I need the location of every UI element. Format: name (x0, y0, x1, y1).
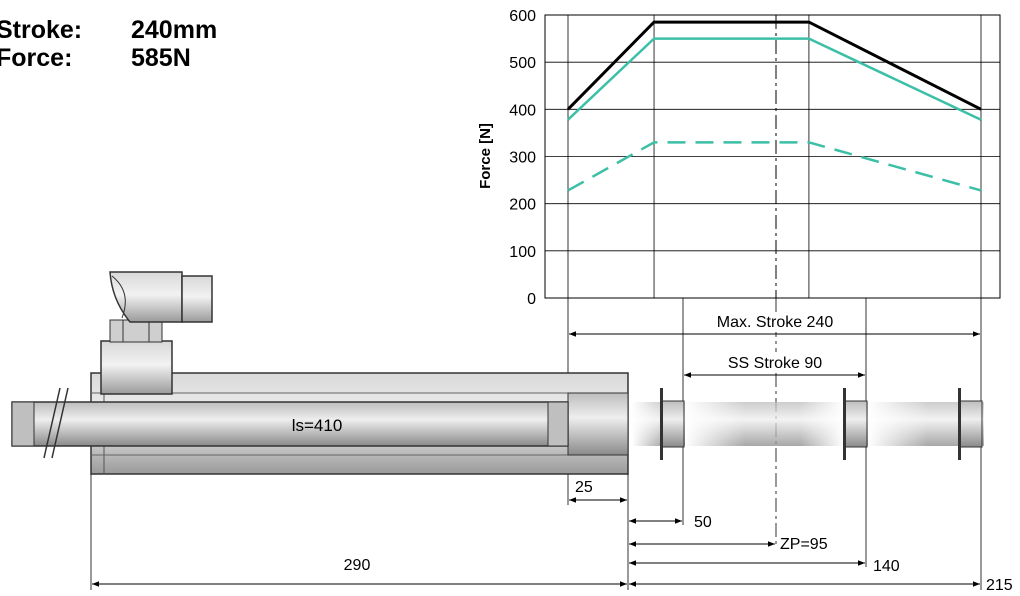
dim-290-label: 290 (344, 557, 371, 574)
series-line-3 (567, 141, 982, 192)
y-tick-label: 0 (527, 291, 536, 308)
y-tick-label: 400 (509, 102, 536, 119)
dim-50-label: 50 (694, 514, 712, 531)
series-line-1 (566, 20, 982, 111)
chart-ylabel: Force [N] (477, 123, 494, 189)
chart-grid (545, 14, 1000, 299)
stroke-label: Stroke: (0, 16, 83, 44)
dim-25-label: 25 (575, 479, 593, 496)
series-line-2 (567, 37, 982, 121)
ls-label: ls=410 (292, 416, 343, 435)
force-label: Force: (0, 44, 73, 72)
force-value: 585N (131, 44, 191, 72)
dim-140-label: 140 (873, 558, 900, 575)
y-tick-label: 200 (509, 197, 536, 214)
connector-fitting (100, 271, 213, 395)
max-stroke-dimension: Max. Stroke 240 (569, 312, 980, 337)
y-tick-label: 100 (509, 244, 536, 261)
stroke-value: 240mm (131, 16, 218, 44)
lower-dimensions: 25 50 ZP=95 290 140 215 (90, 474, 1013, 594)
dim-215-label: 215 (986, 577, 1013, 594)
extended-rod (632, 388, 984, 460)
chart-series (566, 20, 982, 192)
ss-stroke-label: SS Stroke 90 (728, 355, 822, 372)
chart-tick-labels: 600 500 400 300 200 100 0 (509, 8, 536, 308)
y-tick-label: 300 (509, 150, 536, 167)
y-tick-label: 600 (509, 8, 536, 25)
max-stroke-label: Max. Stroke 240 (717, 314, 834, 331)
y-tick-label: 500 (509, 55, 536, 72)
cylinder-body: ls=410 (11, 372, 629, 475)
zp-label: ZP=95 (780, 536, 828, 553)
ss-stroke-dimension: SS Stroke 90 (684, 352, 865, 378)
force-chart: 600 500 400 300 200 100 0 Force [N] (477, 8, 1001, 308)
